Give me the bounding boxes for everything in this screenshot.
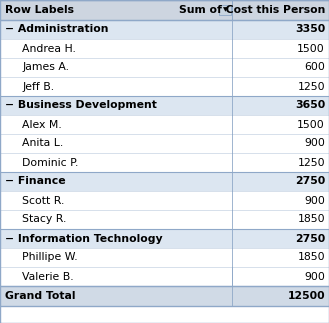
Text: 1500: 1500 [297,120,325,130]
Text: Anita L.: Anita L. [22,139,63,149]
Bar [0,172,329,191]
Text: − Administration: − Administration [5,25,109,35]
Text: 1250: 1250 [297,158,325,168]
Bar [0,153,329,172]
Text: 3350: 3350 [295,25,325,35]
Text: 900: 900 [304,139,325,149]
Bar [0,58,329,77]
Text: − Business Development: − Business Development [5,100,157,110]
Text: Phillipe W.: Phillipe W. [22,253,78,263]
Bar [0,248,329,267]
Text: 1500: 1500 [297,44,325,54]
Text: 1850: 1850 [297,214,325,224]
Text: 2750: 2750 [295,176,325,186]
Text: Scott R.: Scott R. [22,195,64,205]
Bar [0,191,329,210]
Text: − Information Technology: − Information Technology [5,234,163,244]
Text: 3650: 3650 [295,100,325,110]
Text: Andrea H.: Andrea H. [22,44,76,54]
Bar [0,96,329,115]
Text: Alex M.: Alex M. [22,120,62,130]
Text: Jeff B.: Jeff B. [22,81,54,91]
Text: 600: 600 [304,62,325,72]
Bar [0,39,329,58]
Text: James A.: James A. [22,62,69,72]
Bar [0,210,329,229]
Text: 2750: 2750 [295,234,325,244]
Text: Sum of Cost this Person: Sum of Cost this Person [179,5,325,15]
Text: − Finance: − Finance [5,176,65,186]
Bar [0,267,329,286]
Text: Dominic P.: Dominic P. [22,158,78,168]
Bar [0,229,329,248]
Text: 1850: 1850 [297,253,325,263]
Bar [0,77,329,96]
Text: 1250: 1250 [297,81,325,91]
Bar [0,0,329,20]
Bar [219,5,231,15]
Text: 900: 900 [304,272,325,282]
Text: ▼: ▼ [223,7,227,13]
Text: Grand Total: Grand Total [5,291,75,301]
Text: Row Labels: Row Labels [5,5,74,15]
Text: Valerie B.: Valerie B. [22,272,74,282]
Bar [0,134,329,153]
Bar [0,115,329,134]
Text: 12500: 12500 [287,291,325,301]
Text: Stacy R.: Stacy R. [22,214,66,224]
Bar [0,286,329,306]
Text: 900: 900 [304,195,325,205]
Bar [0,20,329,39]
